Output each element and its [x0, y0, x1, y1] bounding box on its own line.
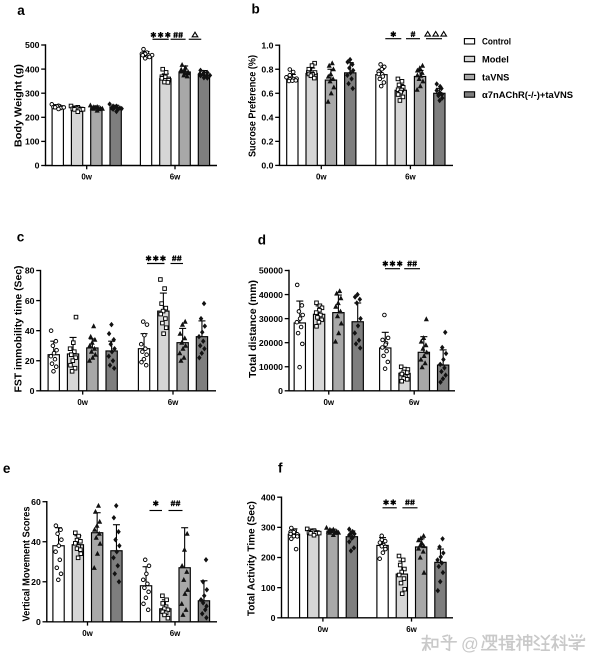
- svg-text:20000: 20000: [259, 338, 283, 348]
- svg-text:0w: 0w: [77, 397, 88, 407]
- svg-text:Total Activity Time (Sec): Total Activity Time (Sec): [246, 501, 258, 616]
- svg-text:400: 400: [25, 64, 40, 74]
- svg-text:e: e: [3, 461, 11, 476]
- svg-text:300: 300: [25, 88, 40, 98]
- svg-text:20: 20: [25, 356, 35, 366]
- svg-text:0: 0: [278, 386, 283, 396]
- svg-text:taVNS: taVNS: [482, 72, 509, 82]
- svg-text:200: 200: [25, 113, 40, 123]
- svg-text:0.2: 0.2: [261, 137, 273, 147]
- svg-text:10000: 10000: [259, 362, 283, 372]
- svg-text:60: 60: [25, 296, 35, 306]
- svg-text:b: b: [252, 2, 260, 17]
- svg-text:Model: Model: [482, 54, 509, 64]
- svg-text:6w: 6w: [170, 628, 181, 638]
- svg-text:α7nAChR(-/-)+taVNS: α7nAChR(-/-)+taVNS: [482, 90, 573, 100]
- svg-text:c: c: [17, 230, 25, 245]
- svg-text:FST immobility time (Sec): FST immobility time (Sec): [13, 266, 25, 393]
- svg-text:40000: 40000: [259, 290, 283, 300]
- svg-text:Vertical Movement Scores: Vertical Movement Scores: [21, 506, 33, 621]
- svg-text:6w: 6w: [409, 397, 420, 407]
- svg-text:0: 0: [271, 613, 276, 623]
- svg-text:60: 60: [31, 497, 41, 507]
- svg-text:6w: 6w: [170, 172, 181, 182]
- svg-text:40: 40: [31, 537, 41, 547]
- svg-text:100: 100: [25, 137, 40, 147]
- svg-text:0.6: 0.6: [261, 88, 273, 98]
- svg-text:300: 300: [261, 523, 276, 533]
- svg-text:6w: 6w: [405, 171, 416, 181]
- svg-text:0: 0: [30, 386, 35, 396]
- svg-text:Body Weight (g): Body Weight (g): [13, 64, 25, 147]
- svg-text:200: 200: [261, 553, 276, 563]
- svg-text:Sucrose Preference (%): Sucrose Preference (%): [246, 55, 258, 157]
- svg-text:f: f: [278, 461, 283, 476]
- svg-text:20: 20: [31, 577, 41, 587]
- svg-text:0: 0: [35, 161, 40, 171]
- svg-text:0w: 0w: [82, 628, 93, 638]
- svg-text:a: a: [17, 3, 25, 18]
- svg-text:400: 400: [261, 492, 276, 502]
- svg-text:Total distance (mm): Total distance (mm): [247, 280, 259, 378]
- svg-text:0w: 0w: [323, 397, 334, 407]
- svg-text:@: @: [461, 634, 479, 654]
- svg-text:0.4: 0.4: [261, 113, 273, 123]
- svg-text:100: 100: [261, 583, 276, 593]
- svg-text:0w: 0w: [81, 172, 92, 182]
- svg-text:50000: 50000: [259, 266, 283, 276]
- svg-text:30000: 30000: [259, 314, 283, 324]
- svg-text:0.0: 0.0: [261, 161, 273, 171]
- svg-text:6w: 6w: [168, 397, 179, 407]
- svg-text:0w: 0w: [316, 171, 327, 181]
- svg-text:0: 0: [36, 617, 41, 627]
- svg-text:d: d: [258, 233, 266, 248]
- svg-text:6w: 6w: [406, 624, 417, 634]
- svg-text:0w: 0w: [318, 624, 329, 634]
- svg-text:80: 80: [25, 266, 35, 276]
- svg-text:0.8: 0.8: [261, 64, 273, 74]
- svg-text:40: 40: [25, 326, 35, 336]
- svg-text:1.0: 1.0: [261, 40, 273, 50]
- svg-text:500: 500: [25, 40, 40, 50]
- svg-text:Control: Control: [482, 37, 511, 47]
